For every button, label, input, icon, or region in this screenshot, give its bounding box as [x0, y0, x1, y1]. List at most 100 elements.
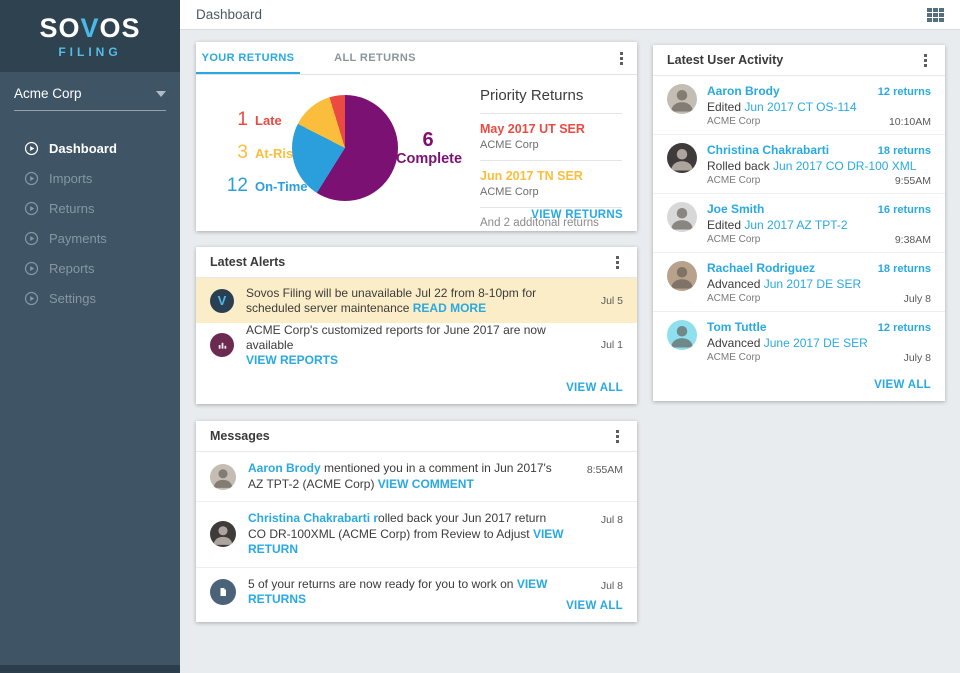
returns-count-link[interactable]: 12 returns: [877, 86, 931, 98]
view-return-link[interactable]: VIEW RETURN: [248, 526, 564, 557]
chevron-down-icon: [156, 90, 166, 97]
sovos-logo: SOVOS: [39, 14, 140, 42]
activity-row: Joe Smith 16 returns Edited Jun 2017 AZ T…: [653, 194, 945, 253]
alert-row: V Sovos Filing will be unavailable Jul 2…: [196, 278, 637, 323]
view-comment-link[interactable]: VIEW COMMENT: [377, 476, 474, 491]
priority-return-company: ACME Corp: [480, 186, 539, 198]
returns-count-link[interactable]: 18 returns: [877, 145, 931, 157]
activity-details: Rachael Rodriguez 18 returns Advanced Jun…: [707, 261, 931, 305]
kebab-menu-icon[interactable]: [612, 252, 623, 273]
message-text: Aaron Brody mentioned you in a comment i…: [248, 461, 567, 492]
alerts-view-all-link[interactable]: VIEW ALL: [566, 382, 623, 394]
return-link[interactable]: June 2017 DE SER: [763, 336, 868, 350]
return-link[interactable]: Jun 2017 CO DR-100 XML: [773, 159, 917, 173]
user-name-link[interactable]: Tom Tuttle: [707, 320, 767, 334]
tab-your-returns[interactable]: YOUR RETURNS: [196, 42, 300, 74]
activity-details: Aaron Brody 12 returns Edited Jun 2017 CT…: [707, 84, 931, 128]
user-name-link[interactable]: Christina Chakrabarti: [707, 143, 830, 157]
user-name-link[interactable]: Aaron Brody: [707, 84, 780, 98]
sidebar: SOVOS FILING Acme Corp Dashboard Imports…: [0, 0, 180, 673]
activity-time: July 8: [903, 293, 931, 305]
sidebar-nav: Dashboard Imports Returns Payments Repor…: [0, 133, 180, 313]
message-body: mentioned you in a comment in Jun 2017's…: [248, 461, 552, 491]
alert-message: Sovos Filing will be unavailable Jul 22 …: [246, 285, 537, 315]
callout-value: 6: [422, 129, 434, 151]
sidebar-item-payments[interactable]: Payments: [0, 223, 180, 253]
tab-all-returns[interactable]: ALL RETURNS: [334, 52, 416, 64]
user-name-link[interactable]: Joe Smith: [707, 202, 765, 216]
sidebar-item-label: Imports: [49, 170, 93, 186]
company-name: Acme Corp: [14, 86, 82, 101]
message-body: 5 of your returns are now ready for you …: [248, 576, 517, 591]
returns-card: YOUR RETURNS ALL RETURNS 1 Late 3 At-Ris…: [196, 42, 637, 231]
alert-message: ACME Corp's customized reports for June …: [246, 322, 546, 352]
play-circle-icon: [24, 261, 39, 275]
message-time: 8:55AM: [586, 464, 623, 476]
messages-view-all-link[interactable]: VIEW ALL: [566, 600, 623, 612]
activity-row: Aaron Brody 12 returns Edited Jun 2017 CT…: [653, 76, 945, 135]
read-more-link[interactable]: READ MORE: [412, 300, 487, 315]
sidebar-item-label: Settings: [49, 290, 96, 306]
play-circle-icon: [24, 141, 39, 155]
returns-count-link[interactable]: 18 returns: [877, 263, 931, 275]
sidebar-item-imports[interactable]: Imports: [0, 163, 180, 193]
alert-text: Sovos Filing will be unavailable Jul 22 …: [246, 286, 575, 316]
sidebar-item-label: Payments: [49, 230, 107, 246]
sidebar-item-label: Reports: [49, 260, 95, 276]
priority-returns-note: And 2 additonal returns: [480, 217, 599, 229]
sidebar-item-settings[interactable]: Settings: [0, 283, 180, 313]
activity-time: 10:10AM: [888, 116, 931, 128]
user-name-link[interactable]: Aaron Brody: [248, 461, 321, 475]
legend-label-ontime: On-Time: [255, 179, 308, 194]
alerts-card-header: Latest Alerts: [196, 247, 637, 278]
activity-view-all-link[interactable]: VIEW ALL: [874, 379, 931, 391]
view-returns-link[interactable]: VIEW RETURNS: [248, 576, 548, 607]
activity-action: Edited: [707, 100, 745, 114]
legend-value-atrisk: 3: [237, 142, 248, 163]
kebab-menu-icon[interactable]: [616, 48, 627, 69]
priority-return-item[interactable]: May 2017 UT SER ACME Corp: [480, 114, 622, 161]
user-name-link[interactable]: Christina Chakrabarti r: [248, 511, 379, 525]
activity-time: July 8: [903, 352, 931, 364]
kebab-menu-icon[interactable]: [612, 426, 623, 447]
activity-company: ACME Corp: [707, 293, 761, 304]
return-link[interactable]: Jun 2017 AZ TPT-2: [744, 218, 848, 232]
activity-company: ACME Corp: [707, 352, 761, 363]
view-returns-link[interactable]: VIEW RETURNS: [531, 209, 623, 221]
company-selector[interactable]: Acme Corp: [14, 86, 166, 111]
priority-return-company: ACME Corp: [480, 139, 539, 151]
return-link[interactable]: Jun 2017 DE SER: [763, 277, 862, 291]
returns-count-link[interactable]: 16 returns: [877, 204, 931, 216]
avatar: [210, 521, 236, 548]
message-text: Christina Chakrabarti rolled back your J…: [248, 511, 567, 558]
avatar: [667, 202, 697, 232]
apps-grid-icon[interactable]: [927, 7, 944, 22]
avatar: [667, 261, 697, 291]
sidebar-item-returns[interactable]: Returns: [0, 193, 180, 223]
alerts-card-title: Latest Alerts: [210, 255, 286, 269]
legend-value-late: 1: [237, 109, 248, 130]
view-reports-link[interactable]: VIEW REPORTS: [246, 352, 339, 367]
activity-company: ACME Corp: [707, 116, 761, 127]
activity-time: 9:38AM: [894, 234, 931, 246]
priority-return-item[interactable]: Jun 2017 TN SER ACME Corp: [480, 161, 622, 208]
activity-action: Rolled back: [707, 159, 774, 173]
kebab-menu-icon[interactable]: [920, 50, 931, 71]
top-bar: Dashboard: [180, 0, 960, 30]
return-link[interactable]: Jun 2017 CT OS-114: [744, 100, 857, 114]
document-icon: [210, 579, 236, 605]
activity-company: ACME Corp: [707, 175, 761, 186]
activity-row: Rachael Rodriguez 18 returns Advanced Jun…: [653, 253, 945, 312]
activity-details: Christina Chakrabarti 18 returns Rolled b…: [707, 143, 931, 187]
product-name: FILING: [58, 44, 122, 59]
sidebar-bottom-strip: [0, 665, 180, 673]
sidebar-item-dashboard[interactable]: Dashboard: [0, 133, 180, 163]
message-row: 5 of your returns are now ready for you …: [196, 568, 637, 617]
activity-action: Edited: [707, 218, 745, 232]
activity-action: Advanced: [707, 277, 764, 291]
sidebar-item-reports[interactable]: Reports: [0, 253, 180, 283]
returns-count-link[interactable]: 12 returns: [877, 322, 931, 334]
activity-row: Tom Tuttle 12 returns Advanced June 2017 …: [653, 312, 945, 370]
legend-label-late: Late: [255, 113, 282, 128]
user-name-link[interactable]: Rachael Rodriguez: [707, 261, 816, 275]
